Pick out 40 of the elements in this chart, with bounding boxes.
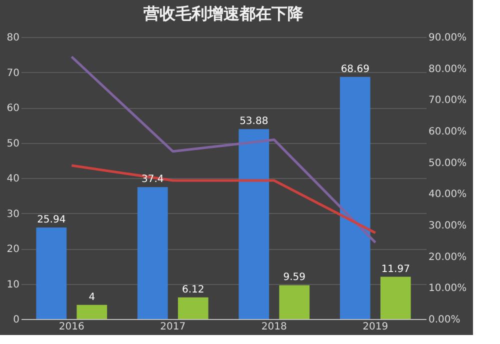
x-tick-label: 2019 bbox=[362, 322, 388, 332]
bar bbox=[380, 276, 411, 319]
data-label: 4 bbox=[88, 292, 96, 303]
y2-tick-label: 80.00% bbox=[428, 64, 467, 75]
y2-tick-label: 40.00% bbox=[428, 189, 467, 200]
chart-title: 营收毛利增速都在下降 bbox=[142, 4, 304, 23]
data-label: 6.12 bbox=[182, 284, 204, 296]
bar bbox=[340, 76, 370, 319]
data-label: 53.88 bbox=[240, 116, 268, 128]
y-tick-label: 70 bbox=[6, 68, 20, 79]
x-tick-label: 2017 bbox=[160, 322, 186, 332]
y-tick-label: 30 bbox=[6, 208, 20, 220]
bar bbox=[36, 228, 67, 319]
y-tick-label: 50 bbox=[6, 138, 20, 150]
y2-tick-label: 0.00% bbox=[428, 314, 460, 326]
bar bbox=[178, 297, 208, 319]
y-tick-label: 60 bbox=[6, 103, 20, 114]
data-label: 25.94 bbox=[37, 214, 66, 226]
x-tick-label: 2016 bbox=[58, 322, 84, 332]
bar bbox=[238, 129, 270, 319]
y-tick-label: 20 bbox=[6, 244, 20, 255]
bar bbox=[279, 285, 310, 319]
y2-tick-label: 10.00% bbox=[428, 283, 467, 294]
y-tick-label: 0 bbox=[13, 314, 20, 326]
y2-tick-label: 50.00% bbox=[428, 158, 467, 169]
y-tick-label: 10 bbox=[6, 279, 20, 290]
bar bbox=[76, 304, 108, 319]
x-tick-label: 2018 bbox=[261, 322, 287, 332]
line-series bbox=[70, 55, 377, 244]
y2-tick-label: 20.00% bbox=[428, 252, 467, 263]
bar bbox=[137, 187, 168, 319]
y2-tick-label: 90.00% bbox=[428, 32, 467, 44]
y2-tick-label: 30.00% bbox=[428, 220, 467, 232]
data-label: 9.59 bbox=[283, 272, 306, 284]
y-tick-label: 80 bbox=[6, 32, 20, 44]
y2-tick-label: 70.00% bbox=[428, 95, 467, 106]
y-tick-label: 40 bbox=[6, 174, 20, 184]
data-label: 11.97 bbox=[381, 264, 410, 275]
data-label: 68.69 bbox=[340, 64, 370, 75]
y2-tick-label: 60.00% bbox=[428, 126, 467, 138]
